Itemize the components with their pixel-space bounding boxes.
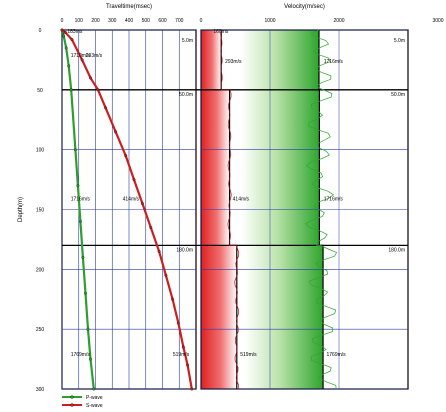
s-wave-traveltime-point [63,30,67,34]
s-wave-velocity-fill [201,245,237,389]
p-wave-traveltime-point [84,291,87,295]
velocity-annotation: 1769m/s [327,352,347,358]
x-axis-title-velocity: Velocity(m/sec) [284,4,325,10]
p-wave-traveltime-point [92,387,96,391]
x-tick-label-velocity: 3000 [432,18,443,24]
p-wave-velocity-fill [245,245,324,389]
legend-label-s-wave: S-wave [86,403,103,409]
p-wave-traveltime-point [73,148,77,152]
y-tick-label: 200 [36,267,45,273]
x-tick-label-traveltime: 500 [142,18,151,24]
p-wave-velocity-step-line [318,30,324,389]
legend-marker-s-wave [70,403,74,407]
velocity-annotation: 1716m/s [324,59,344,65]
x-tick-label-velocity: 1000 [264,18,275,24]
p-wave-traveltime-point [76,184,80,188]
velocity-layer-depth-label: 180.0m [388,247,405,253]
s-wave-velocity-fill [201,89,230,246]
s-wave-traveltime-point [186,363,190,367]
x-axis-title-traveltime: Traveltime(msec) [106,4,152,10]
traveltime-layer-depth-label: 180.0m [176,247,193,253]
p-wave-interval-velocity-trace [305,29,338,390]
x-tick-label-traveltime: 400 [125,18,134,24]
y-tick-label: 50 [37,88,43,94]
p-wave-traveltime-point [89,357,92,361]
legend-marker-p-wave [70,395,74,399]
p-wave-traveltime-curve [60,29,95,390]
x-tick-label-traveltime: 200 [91,18,100,24]
y-tick-label: 300 [36,387,45,393]
traveltime-annotation: 183ms [67,29,83,35]
x-tick-label-velocity: 2000 [333,18,344,24]
s-wave-traveltime-point [70,38,74,42]
x-tick-label-traveltime: 0 [61,18,64,24]
s-wave-traveltime-point [181,345,185,349]
s-wave-velocity-fill [201,30,222,90]
p-wave-traveltime-point [86,327,90,331]
s-wave-traveltime-point [140,202,144,205]
s-wave-traveltime-point [60,28,64,32]
y-tick-label: 150 [36,208,45,214]
s-wave-traveltime-point [114,130,118,134]
p-wave-traveltime-point [62,34,66,38]
s-wave-traveltime-point [80,58,84,62]
s-wave-interval-velocity-trace [220,29,240,389]
s-wave-traveltime-point [157,249,161,253]
s-wave-traveltime-point [89,76,92,80]
p-wave-traveltime-point [64,46,68,50]
traveltime-layer-depth-label: 5.0m [182,38,193,44]
y-tick-label: 100 [36,148,45,154]
traveltime-layer-depth-label: 50.0m [179,92,193,98]
s-wave-traveltime-point [104,106,108,110]
x-tick-label-traveltime: 700 [175,18,184,24]
s-wave-traveltime-point [176,321,180,325]
s-wave-traveltime-point [149,226,153,229]
s-wave-traveltime-point [171,297,175,301]
traveltime-annotation: 414m/s [123,197,140,203]
p-wave-traveltime-point [69,88,73,92]
s-wave-traveltime-point [164,273,168,277]
velocity-annotation: 519m/s [240,352,257,358]
velocity-layer-depth-label: 50.0m [391,92,405,98]
p-wave-traveltime-point [78,220,82,223]
x-tick-label-traveltime: 300 [108,18,117,24]
x-tick-label-velocity: 0 [200,18,203,24]
traveltime-annotation: 1769m/s [71,352,91,358]
p-wave-traveltime-point [81,255,85,259]
velocity-annotation: 293m/s [225,59,242,65]
s-wave-traveltime-point [96,88,100,92]
x-tick-label-traveltime: 600 [158,18,167,24]
p-wave-velocity-fill [240,30,319,90]
y-tick-label: 0 [39,28,42,34]
s-wave-traveltime-point [124,154,128,158]
traveltime-annotation: 1710m/s [71,53,91,59]
y-tick-label: 250 [36,327,45,333]
y-axis-title-depth: Depth(m) [18,197,24,222]
traveltime-annotation: 1716m/s [71,197,91,203]
traveltime-annotation: 293m/s [86,53,103,59]
velocity-annotation: 1716m/s [324,197,344,203]
p-wave-traveltime-point [67,64,71,68]
x-tick-label-traveltime: 100 [75,18,84,24]
s-wave-traveltime-point [190,387,194,391]
traveltime-annotation: 519m/s [173,352,190,358]
legend-label-p-wave: P-wave [86,395,103,401]
s-wave-traveltime-point [132,178,136,182]
p-wave-velocity-fill [241,89,320,246]
velocity-annotation: 160ms [213,29,229,35]
velocity-annotation: 414m/s [233,197,250,203]
velocity-layer-depth-label: 5.0m [394,38,405,44]
